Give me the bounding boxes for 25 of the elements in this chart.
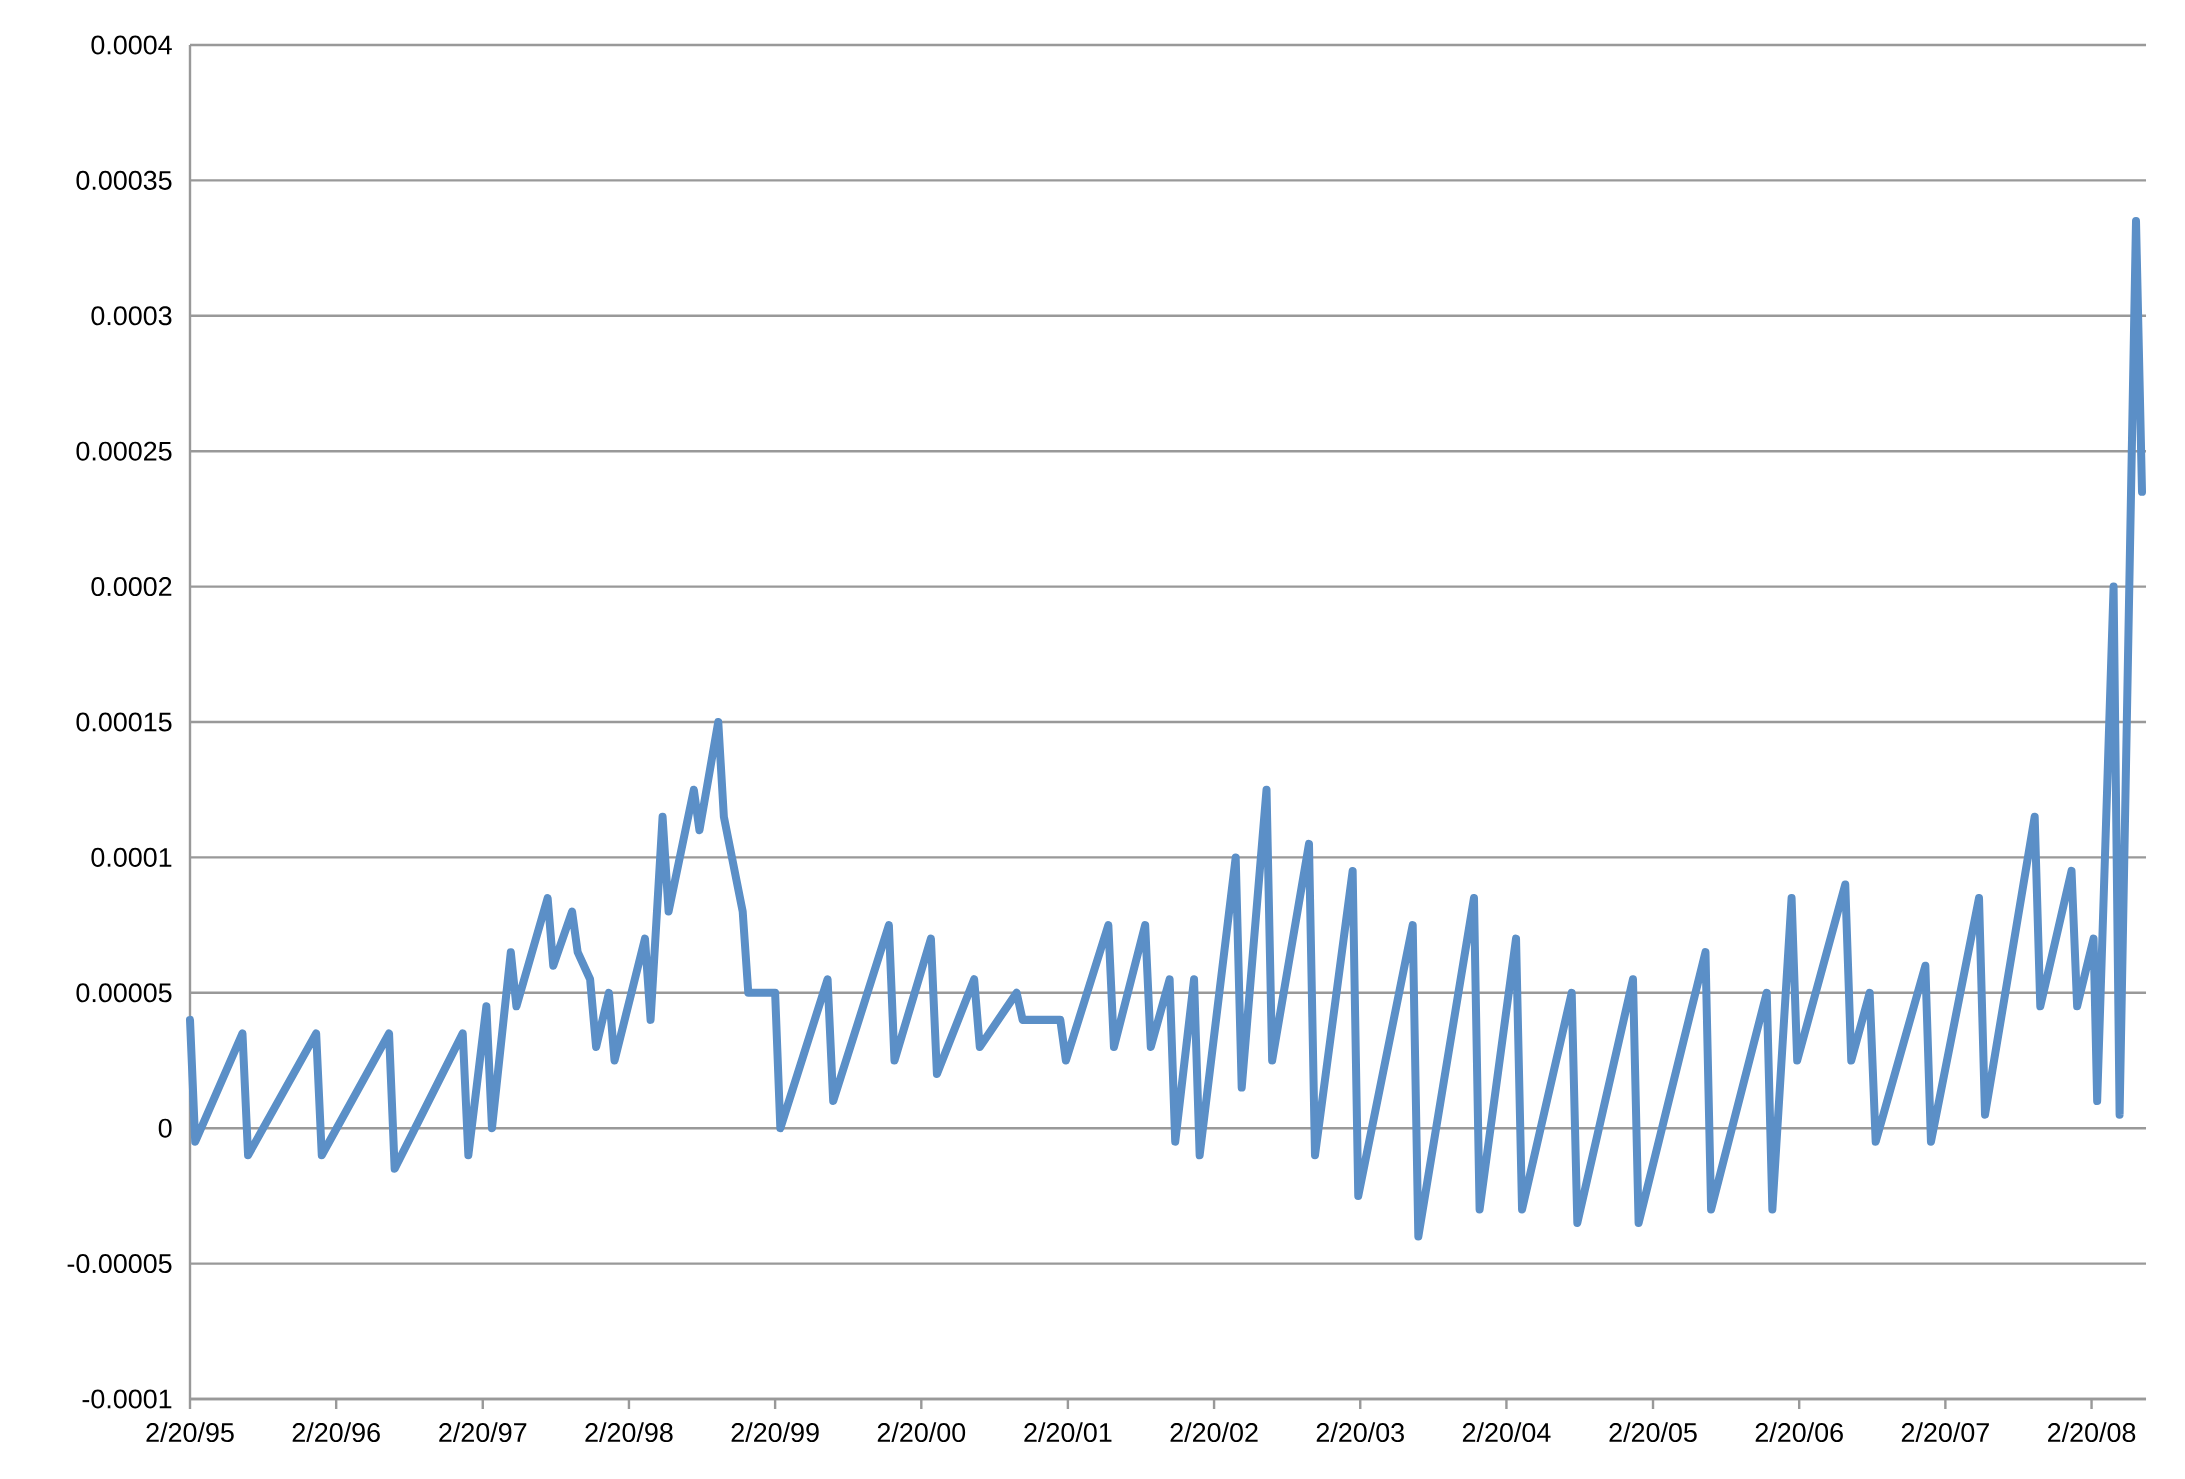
y-tick-label: 0.00015 (76, 712, 172, 732)
x-tick-label: 2/20/01 (1024, 1422, 1112, 1443)
x-tick-label: 2/20/06 (1755, 1422, 1843, 1443)
x-tick-label: 2/20/95 (146, 1422, 234, 1443)
x-tick-label: 2/20/98 (585, 1422, 673, 1443)
x-tick-label: 2/20/96 (292, 1422, 380, 1443)
y-tick-label: -0.0001 (82, 1389, 172, 1409)
x-tick-label: 2/20/02 (1170, 1422, 1258, 1443)
y-tick-label: 0.0002 (91, 577, 172, 597)
y-tick-label: 0.00025 (76, 441, 172, 461)
x-tick-label: 2/20/99 (731, 1422, 819, 1443)
x-tick-label: 2/20/97 (439, 1422, 527, 1443)
y-tick-label: 0.00035 (76, 170, 172, 190)
y-tick-label: 0.0004 (91, 35, 172, 55)
x-tick-label: 2/20/00 (877, 1422, 966, 1443)
y-tick-label: 0.00005 (76, 983, 172, 1003)
y-tick-label: 0.0001 (91, 847, 172, 867)
x-tick-label: 2/20/05 (1609, 1422, 1697, 1443)
x-tick-label: 2/20/03 (1316, 1422, 1404, 1443)
x-tick-label: 2/20/04 (1462, 1422, 1551, 1443)
x-tick-label: 2/20/08 (2048, 1422, 2136, 1443)
y-tick-label: 0 (158, 1118, 172, 1138)
y-tick-label: -0.00005 (67, 1254, 172, 1274)
y-tick-label: 0.0003 (91, 306, 172, 326)
x-tick-label: 2/20/07 (1901, 1422, 1989, 1443)
